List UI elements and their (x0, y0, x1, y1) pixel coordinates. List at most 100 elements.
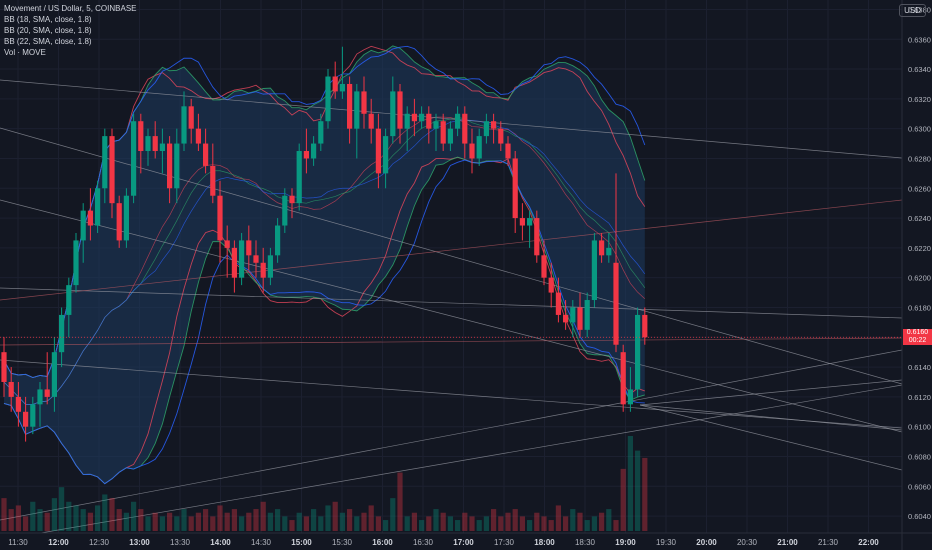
volume-bar (51, 498, 57, 531)
volume-bar (44, 512, 50, 531)
candle (620, 344, 626, 412)
time-tick-label: 19:00 (615, 538, 636, 547)
trend-lines (0, 79, 903, 541)
price-axis-bg (902, 0, 932, 550)
volume-bar (217, 505, 223, 531)
candle-body (325, 76, 331, 122)
legend-volume[interactable]: Vol · MOVE (4, 48, 46, 57)
volume-bar (433, 509, 439, 531)
candle-body (181, 106, 187, 144)
candle (44, 352, 50, 405)
candle-body (296, 151, 302, 204)
candle (419, 106, 425, 129)
trend-line (0, 199, 903, 301)
candle (181, 91, 187, 152)
volume-bar (476, 520, 482, 531)
candle-body (555, 292, 561, 315)
last-price-value: 0.6160 (906, 329, 929, 337)
volume-bar (584, 520, 590, 531)
candle-body (116, 203, 122, 241)
candle (354, 83, 360, 159)
candle-body (577, 307, 583, 330)
candle (260, 247, 266, 293)
candle (613, 173, 619, 353)
candle-body (73, 240, 79, 286)
candle-body (635, 314, 641, 390)
legend-bb-22[interactable]: BB (22, SMA, close, 1.8) (4, 37, 92, 46)
candle-body (440, 121, 446, 144)
volume-bar (1, 498, 7, 531)
candle (368, 98, 374, 144)
candle (411, 98, 417, 137)
candle (325, 69, 331, 129)
candle (289, 188, 295, 219)
volume-bar (102, 494, 108, 531)
candle-body (275, 225, 281, 256)
candle-body (469, 143, 475, 159)
trend-line (639, 404, 903, 431)
volume-bar (519, 516, 525, 531)
candle (469, 128, 475, 174)
candle (217, 180, 223, 263)
candle (231, 240, 237, 293)
candle-body (267, 255, 273, 278)
candle-body (390, 91, 396, 137)
candle-body (613, 262, 619, 345)
volume-bar (131, 501, 137, 531)
candle-body (476, 136, 482, 159)
volume-bar (174, 516, 180, 531)
volume-bar (87, 512, 93, 531)
legend-title[interactable]: Movement / US Dollar, 5, COINBASE (4, 4, 137, 13)
candle-body (606, 247, 612, 256)
volume-bar (8, 509, 14, 531)
price-tick-label: 0.6360 (908, 35, 931, 44)
candle (635, 307, 641, 397)
legend-bb-20[interactable]: BB (20, SMA, close, 1.8) (4, 26, 92, 35)
volume-bar (224, 512, 230, 531)
candle (483, 113, 489, 144)
volume-bar (181, 509, 187, 531)
candle-body (563, 314, 569, 323)
volume-bar (555, 505, 561, 531)
volume-bar (383, 520, 389, 531)
candle-body (1, 352, 7, 382)
candle (527, 210, 533, 248)
candle (138, 113, 144, 174)
candle-body (246, 240, 252, 256)
last-price-label: 0.6160 00:22 (903, 329, 932, 346)
candle-body (411, 113, 417, 122)
candle-body (599, 240, 605, 256)
volume-bar (534, 512, 540, 531)
candle (570, 300, 576, 338)
candle-body (462, 113, 468, 144)
candle-body (383, 136, 389, 174)
candle (167, 136, 173, 204)
candle (390, 76, 396, 144)
legend-bb-18[interactable]: BB (18, SMA, close, 1.8) (4, 15, 92, 24)
candle (447, 121, 453, 152)
candle (347, 76, 353, 144)
volume-bar (311, 509, 317, 531)
price-tick-label: 0.6200 (908, 274, 931, 283)
candle-body (51, 352, 57, 397)
candle-body (455, 113, 461, 129)
candle (203, 128, 209, 174)
candle-body (138, 121, 144, 152)
candle-body (318, 121, 324, 144)
candle-body (231, 247, 237, 278)
price-tick-label: 0.6120 (908, 393, 931, 402)
candle-body (419, 113, 425, 122)
candle (375, 113, 381, 189)
candle-body (260, 262, 266, 278)
price-axis[interactable]: 0.6380 0.6360 0.6340 0.6320 0.6300 0.6280 0.62… (902, 0, 932, 550)
volume-bars (1, 436, 648, 531)
volume-bar (404, 516, 410, 531)
trend-line (0, 79, 903, 159)
volume-bar (30, 501, 36, 531)
currency-button[interactable]: USD (899, 4, 926, 17)
candle (59, 307, 65, 368)
candle-body (123, 195, 129, 241)
volume-bar (66, 501, 72, 531)
